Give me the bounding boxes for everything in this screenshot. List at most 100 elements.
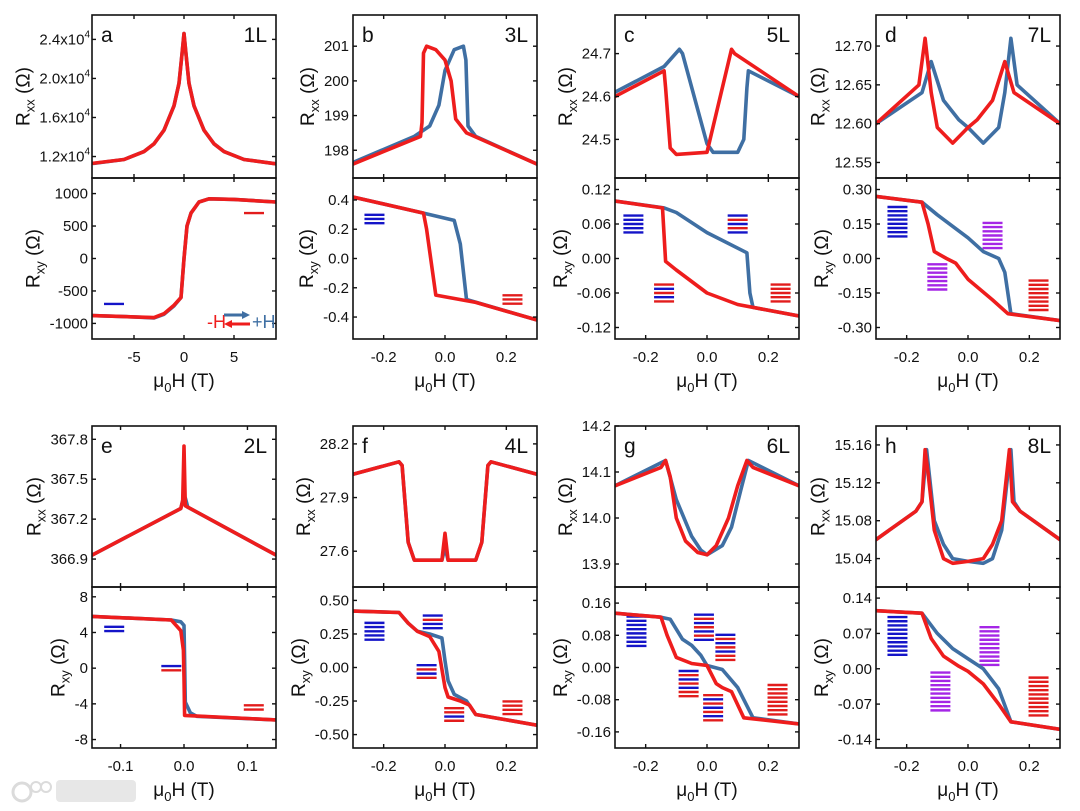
y-label-main: R xyxy=(24,522,45,536)
x-label-sub: 0 xyxy=(164,380,171,395)
panel-letter: b xyxy=(362,24,374,47)
curve-sweep-up xyxy=(876,194,1060,323)
y-tick-label: 24.7 xyxy=(582,46,611,63)
y-tick-label: -0.15 xyxy=(838,285,872,302)
y-tick-label: 0.14 xyxy=(843,590,872,607)
y-tick-label: 1000 xyxy=(55,186,88,203)
y-tick-text: 367.8 xyxy=(50,431,88,448)
x-tick-label: 0.2 xyxy=(1019,758,1040,775)
y-tick-text: 27.6 xyxy=(320,543,349,560)
x-axis-label: μ0H (T) xyxy=(414,780,475,804)
curve-sweep-down xyxy=(876,608,1060,732)
y-axis-label: Rxx (Ω) xyxy=(298,67,322,126)
y-tick-label: 12.70 xyxy=(834,38,872,55)
layer-stack-marker xyxy=(703,693,724,722)
curve-sweep-down xyxy=(615,199,799,318)
y-tick-label: 0 xyxy=(80,660,88,677)
y-tick-label: 28.2 xyxy=(320,436,349,453)
y-tick-text: 0.00 xyxy=(843,661,872,678)
y-label-sub: xy xyxy=(560,261,575,275)
y-axis-label: Rxy (Ω) xyxy=(289,638,313,697)
y-label-unit: (Ω) xyxy=(551,229,572,261)
y-tick-label: 0 xyxy=(80,251,88,268)
y-tick-label: 201 xyxy=(324,38,349,55)
x-axis-label: μ0H (T) xyxy=(414,371,475,395)
y-tick-label: -0.16 xyxy=(577,724,611,741)
y-tick-label: 0.2 xyxy=(328,221,349,238)
y-tick-text: 14.2 xyxy=(582,418,611,435)
plot-area xyxy=(92,197,276,320)
layer-stack-marker xyxy=(104,625,125,633)
y-label-sub: xy xyxy=(58,670,73,684)
curve-sweep-down xyxy=(876,447,1060,566)
layer-count-label: 2L xyxy=(244,435,267,458)
x-tick-label: -5 xyxy=(127,349,140,366)
y-label-unit: (Ω) xyxy=(812,229,833,261)
y-tick-text: 12.60 xyxy=(834,116,872,133)
y-label-sub: xx xyxy=(565,99,580,113)
y-label-unit: (Ω) xyxy=(13,67,34,99)
y-axis-label: Rxx (Ω) xyxy=(808,477,832,536)
legend-pos-sweep: +H xyxy=(252,312,276,332)
y-tick-label: 15.04 xyxy=(834,551,872,568)
x-label-pre: μ xyxy=(937,780,948,801)
y-tick-label: 0.12 xyxy=(582,182,611,199)
y-label-sub: xy xyxy=(306,261,321,275)
x-label-sub: 0 xyxy=(425,789,432,804)
y-tick-text: -0.15 xyxy=(838,285,872,302)
x-label-pre: μ xyxy=(937,371,948,392)
y-tick-label: 0.00 xyxy=(582,660,611,677)
y-tick-label: 14.0 xyxy=(582,510,611,527)
x-label-pre: μ xyxy=(414,371,425,392)
layer-stack-marker xyxy=(887,205,908,238)
y-axis-label: Rxx (Ω) xyxy=(13,67,37,126)
y-tick-text: 12.70 xyxy=(834,38,872,55)
y-tick-label: 0.00 xyxy=(320,660,349,677)
y-tick-label: 200 xyxy=(324,73,349,90)
layer-stack-marker xyxy=(1028,279,1049,312)
panel-letter: c xyxy=(624,24,635,47)
y-tick-label: 0.07 xyxy=(843,625,872,642)
y-tick-text: 1.2x10 xyxy=(39,149,84,166)
y-tick-text: 8 xyxy=(80,589,88,606)
x-tick-label: -0.2 xyxy=(633,349,659,366)
panel-h: 15.04 15.08 15.12 15.16 Rxx (Ω) -0.14 -0.07 0.0… xyxy=(808,425,1061,804)
y-tick-label: 500 xyxy=(63,218,88,235)
layer-count-label: 6L xyxy=(767,435,790,458)
layer-stack-marker xyxy=(422,614,443,630)
y-label-main: R xyxy=(556,112,577,126)
layer-count-label: 3L xyxy=(505,24,528,47)
y-axis-label: Rxy (Ω) xyxy=(812,638,836,697)
y-tick-label: 2.4x104 xyxy=(39,29,90,48)
x-tick-label: 0.2 xyxy=(496,758,517,775)
rxy-plot-e: -8 -4 0 4 8 Rxy (Ω) xyxy=(49,586,277,749)
x-tick-label: 0.2 xyxy=(1019,349,1040,366)
y-label-sub: xx xyxy=(817,99,832,113)
y-label-sub: xx xyxy=(303,509,318,523)
y-tick-text: 1.6x10 xyxy=(39,109,84,126)
y-axis-label: Rxy (Ω) xyxy=(551,229,575,288)
y-tick-label: 0.4 xyxy=(328,192,349,209)
y-tick-label: 198 xyxy=(324,142,349,159)
layer-stack-marker xyxy=(623,214,644,234)
plot-area xyxy=(876,447,1060,566)
y-tick-text: 0 xyxy=(80,660,88,677)
y-label-unit: (Ω) xyxy=(551,638,572,670)
y-tick-label: -0.25 xyxy=(315,693,349,710)
panel-g: 13.9 14.0 14.1 14.2 Rxx (Ω) -0.16 -0.08 0.00 0.0… xyxy=(551,418,800,804)
y-label-main: R xyxy=(551,274,572,288)
x-label-sub: 0 xyxy=(687,380,694,395)
panel-letter: a xyxy=(101,24,113,47)
rxx-plot-h: 15.04 15.08 15.12 15.16 Rxx (Ω) xyxy=(808,425,1061,588)
y-label-unit: (Ω) xyxy=(808,477,829,509)
y-axis-label: Rxx (Ω) xyxy=(24,477,48,536)
plot-area xyxy=(92,444,276,557)
y-tick-exponent: 4 xyxy=(84,147,90,158)
layer-stack-marker xyxy=(502,700,523,716)
x-label-pre: μ xyxy=(153,371,164,392)
y-label-unit: (Ω) xyxy=(294,477,315,509)
curve-sweep-down xyxy=(615,458,799,557)
